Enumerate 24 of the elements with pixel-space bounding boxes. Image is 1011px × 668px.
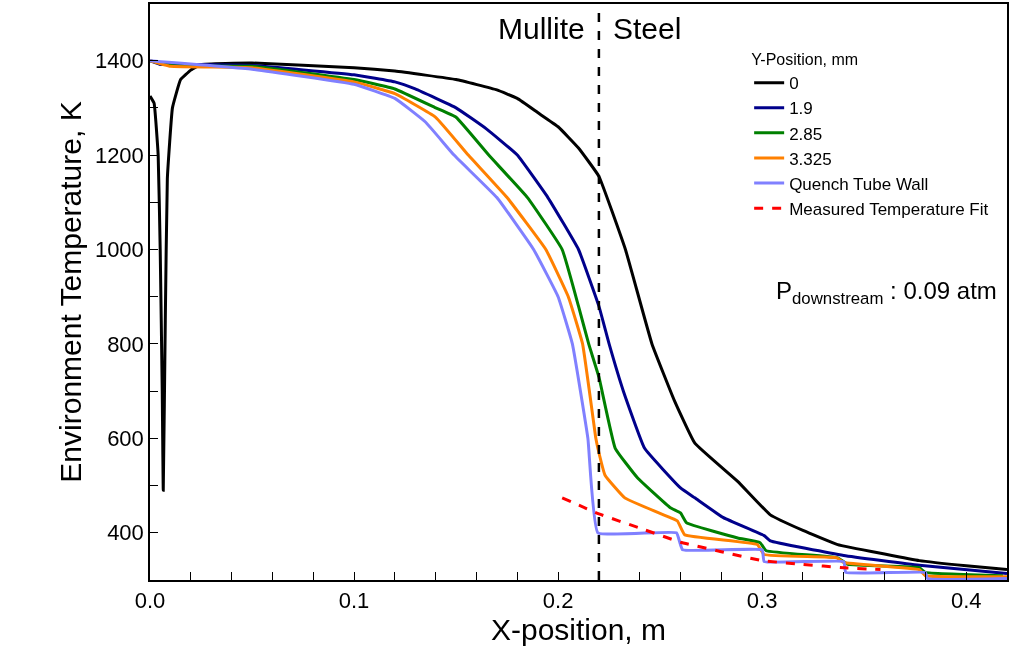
y-tick-label: 600	[107, 426, 144, 452]
annotation: P$_{downstream}$ : 0.09 atm	[776, 277, 997, 309]
legend-title: Y-Position, mm	[751, 51, 859, 69]
annotation: Steel	[613, 12, 682, 45]
y-tick-label: 1200	[94, 142, 144, 168]
legend-label: Quench Tube Wall	[789, 174, 929, 194]
legend-label: 1.9	[789, 99, 813, 119]
y-tick-label: 800	[107, 331, 144, 357]
y-axis-title: Environment Temperature, K	[54, 101, 88, 483]
x-tick-label: 0.0	[134, 588, 166, 614]
legend-label: 0	[789, 74, 799, 94]
legend-label: 3.325	[789, 149, 832, 169]
x-tick-label: 0.1	[338, 588, 370, 614]
y-tick-label: 400	[107, 520, 144, 546]
y-tick-label: 1400	[94, 48, 144, 74]
x-tick-label: 0.2	[542, 588, 574, 614]
legend-label: Measured Temperature Fit	[789, 199, 989, 219]
y-tick-label: 1000	[94, 237, 144, 263]
legend-label: 2.85	[789, 124, 823, 144]
x-tick-label: 0.4	[950, 588, 982, 614]
x-tick-label: 0.3	[746, 588, 778, 614]
x-axis-title: X-position, m	[490, 613, 667, 647]
annotation: Mullite	[498, 12, 585, 45]
line-series	[560, 496, 882, 572]
